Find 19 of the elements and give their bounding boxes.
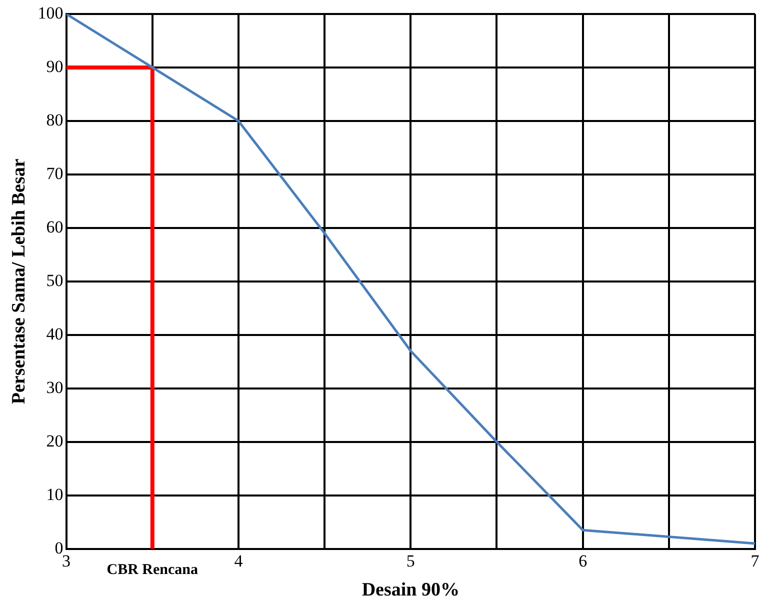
y-tick-label: 30: [46, 378, 64, 397]
y-tick-label: 60: [46, 217, 64, 236]
annotation: CBR Rencana: [106, 562, 199, 578]
x-tick-label: 7: [750, 551, 760, 570]
x-axis-title: Desain 90%: [362, 580, 460, 601]
y-axis-title: Persentase Sama/ Lebih Besar: [8, 158, 30, 404]
y-tick-label: 50: [46, 270, 64, 290]
x-tick-label: 3: [62, 551, 71, 570]
y-tick-label: 0: [54, 538, 64, 558]
y-tick-label: 70: [46, 164, 64, 183]
x-tick-label: 5: [406, 551, 415, 570]
y-tick-label: 90: [46, 56, 64, 76]
y-tick-label: 40: [46, 324, 64, 344]
y-tick-label: 10: [46, 484, 64, 504]
y-tick-label: 20: [46, 431, 64, 450]
y-tick-label: 80: [46, 110, 64, 130]
x-tick-label: 4: [234, 551, 244, 570]
x-tick-label: 6: [578, 551, 588, 570]
y-tick-label: 100: [38, 3, 64, 22]
